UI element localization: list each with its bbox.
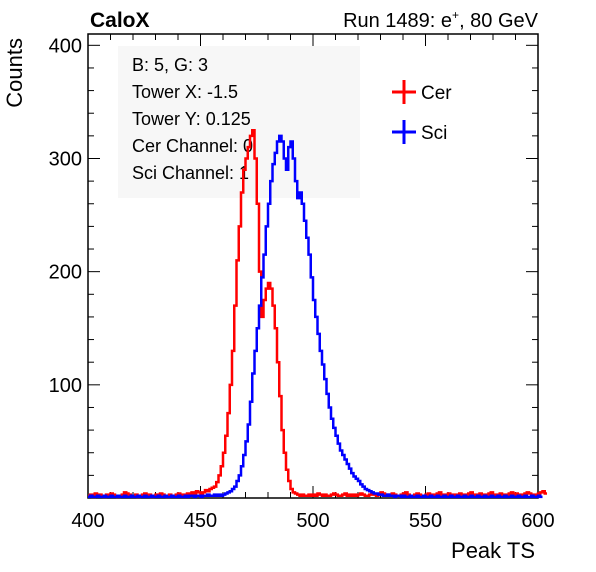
legend-entry-sci: Sci: [392, 120, 447, 144]
x-tick-label: 450: [184, 510, 217, 532]
series-layer: [88, 128, 547, 499]
y-tick-label: 300: [49, 148, 82, 170]
info-line: Sci Channel: 1: [132, 163, 249, 183]
info-line: Tower X: -1.5: [132, 82, 238, 102]
y-tick-label: 200: [49, 262, 82, 284]
experiment-label: CaloX: [90, 9, 150, 32]
x-tick-label: 500: [296, 510, 329, 532]
run-label: Run 1489: e+, 80 GeV: [343, 8, 539, 32]
info-line: B: 5, G: 3: [132, 55, 208, 75]
legend-label: Sci: [421, 123, 447, 144]
x-axis-title: Peak TS: [451, 538, 535, 563]
y-tick-label: 400: [49, 35, 82, 57]
x-tick-label: 400: [71, 510, 104, 532]
info-line: Tower Y: 0.125: [132, 109, 251, 129]
info-line: Cer Channel: 0: [132, 136, 253, 156]
legend: Cer Sci: [392, 80, 452, 144]
y-axis-title: Counts: [2, 38, 27, 108]
legend-entry-cer: Cer: [392, 80, 452, 104]
legend-label: Cer: [421, 83, 452, 104]
x-tick-label: 600: [521, 510, 554, 532]
info-box-lines: B: 5, G: 3 Tower X: -1.5 Tower Y: 0.125 Cer…: [132, 55, 253, 183]
info-box: [118, 46, 360, 198]
y-tick-label: 100: [49, 375, 82, 397]
x-tick-label: 550: [409, 510, 442, 532]
series-line-sci: [88, 134, 543, 499]
